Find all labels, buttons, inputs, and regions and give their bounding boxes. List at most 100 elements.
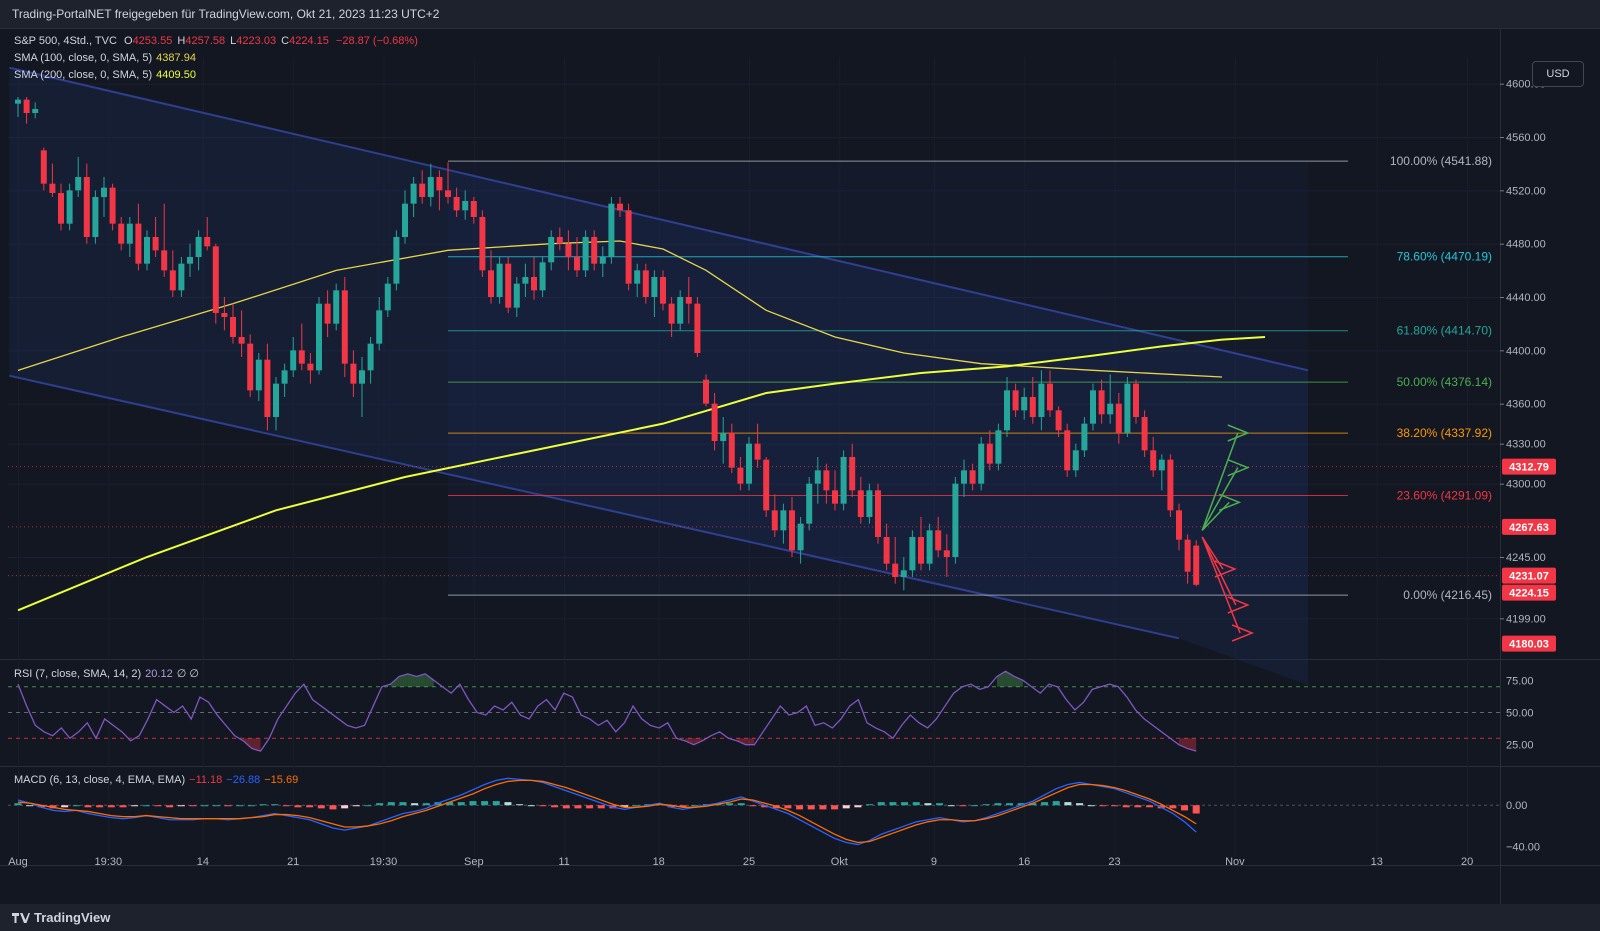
y-gridline xyxy=(8,137,1500,138)
macd-histogram-bar xyxy=(831,805,839,810)
macd-histogram-bar xyxy=(294,805,302,808)
price-label-box xyxy=(1502,458,1556,475)
x-tick-label: 25 xyxy=(743,856,755,868)
candle-body xyxy=(410,183,417,204)
rsi-overbought-fill xyxy=(416,673,426,687)
scenario-arrows xyxy=(1201,424,1255,642)
macd-histogram-bar xyxy=(1169,805,1177,809)
macd-histogram-bar xyxy=(959,805,967,807)
macd-histogram-bar xyxy=(1087,805,1095,807)
x-gridline xyxy=(658,57,660,857)
y-gridline xyxy=(8,403,1500,405)
candle-body xyxy=(1193,545,1200,585)
macd-histogram-bar xyxy=(352,805,360,807)
macd-histogram-bar xyxy=(1192,805,1200,814)
macd-histogram-bar xyxy=(982,804,990,806)
macd-histogram-bar xyxy=(329,805,337,810)
candle-body xyxy=(771,510,778,531)
macd-histogram-bar xyxy=(364,805,372,807)
candle-body xyxy=(273,383,279,417)
rsi-oversold-fill xyxy=(1187,738,1197,752)
macd-histogram-bar xyxy=(14,803,22,806)
candle-body xyxy=(453,197,460,211)
candle-body xyxy=(978,443,985,484)
candle-body xyxy=(608,203,615,257)
rsi-overbought-fill xyxy=(996,671,1006,687)
candle-body xyxy=(599,257,606,264)
candle-body xyxy=(565,243,572,257)
open-label: O xyxy=(124,35,133,47)
candle-body xyxy=(195,237,202,257)
candle-body xyxy=(651,277,658,297)
candle-body xyxy=(1029,397,1036,417)
macd-histogram-bar xyxy=(539,805,547,807)
x-gridline xyxy=(1467,57,1469,857)
macd-histogram-bar xyxy=(1122,805,1130,808)
candle-body xyxy=(307,363,314,371)
macd-histogram-bar xyxy=(189,805,197,807)
candle-body xyxy=(445,190,451,197)
chart-area[interactable]: 100.00% (4541.88) 78.60% (4470.19) 61.80% … xyxy=(0,28,1600,905)
y-gridline xyxy=(8,618,1500,620)
macd-histogram-bar xyxy=(166,805,174,808)
candle-body xyxy=(952,483,959,557)
time-axis-border xyxy=(0,865,1600,866)
macd-histogram-bar xyxy=(247,805,255,807)
candle-body xyxy=(926,530,933,564)
bearish-arrowhead-icon xyxy=(1227,596,1250,614)
low-label: L xyxy=(230,35,237,47)
candle-body xyxy=(488,270,494,297)
macd-histogram-bar xyxy=(1029,803,1037,806)
macd-histogram-bar xyxy=(726,803,734,806)
channel-fill xyxy=(9,67,1308,685)
rsi-oversold-fill xyxy=(745,738,755,745)
candle-body xyxy=(556,237,563,244)
moving-averages xyxy=(17,240,1266,612)
candle-body xyxy=(316,303,322,371)
candle-body xyxy=(479,217,486,271)
macd-histogram-bar xyxy=(516,804,524,806)
y-gridline xyxy=(8,483,1500,485)
candle-body xyxy=(694,303,701,353)
candle-body xyxy=(754,443,761,460)
rsi-line xyxy=(17,670,1197,752)
bearish-arrow-line xyxy=(1201,536,1237,606)
candle-body xyxy=(169,270,176,291)
x-gridline xyxy=(473,57,475,857)
candle-body xyxy=(324,303,331,324)
rsi-label: RSI (7, close, SMA, 14, 2) xyxy=(14,668,142,680)
candle-body xyxy=(402,203,408,237)
macd-histogram-bar xyxy=(807,805,815,810)
x-gridline xyxy=(1376,57,1378,857)
macd-histogram-bar xyxy=(971,805,979,807)
macd-histogram-bar xyxy=(866,804,874,806)
rsi-value: 20.12 xyxy=(145,668,173,680)
candle-body xyxy=(1098,390,1105,415)
candle-body xyxy=(298,350,305,364)
macd-histogram-bar xyxy=(1017,803,1025,806)
macd-histogram-bar xyxy=(72,805,80,807)
candle-body xyxy=(40,150,47,184)
macd-histogram-bar xyxy=(924,803,932,806)
rsi-overbought-fill xyxy=(407,673,417,687)
candle-body xyxy=(539,262,546,291)
trend-channel xyxy=(9,66,1309,685)
macd-y-tick-label: −40.00 xyxy=(1506,842,1540,854)
macd-histogram-bar xyxy=(947,805,955,807)
candle-body xyxy=(1115,403,1122,433)
price-label-text: 4231.07 xyxy=(1509,571,1549,583)
candle-body xyxy=(496,263,503,297)
currency-button[interactable]: USD xyxy=(1532,61,1584,87)
macd-histogram-bar xyxy=(1041,802,1049,806)
high-label: H xyxy=(177,35,186,47)
candle-body xyxy=(152,237,159,251)
x-gridline xyxy=(293,57,295,857)
candle-body xyxy=(1004,390,1010,431)
close-label: C xyxy=(281,35,290,47)
candle-body xyxy=(866,490,873,517)
macd-histogram-bar xyxy=(259,804,267,806)
macd-separator xyxy=(0,766,1600,767)
y-tick-mark xyxy=(1500,350,1504,352)
x-gridline xyxy=(933,57,935,857)
chart-svg[interactable]: 100.00% (4541.88) 78.60% (4470.19) 61.80% … xyxy=(0,29,1600,905)
